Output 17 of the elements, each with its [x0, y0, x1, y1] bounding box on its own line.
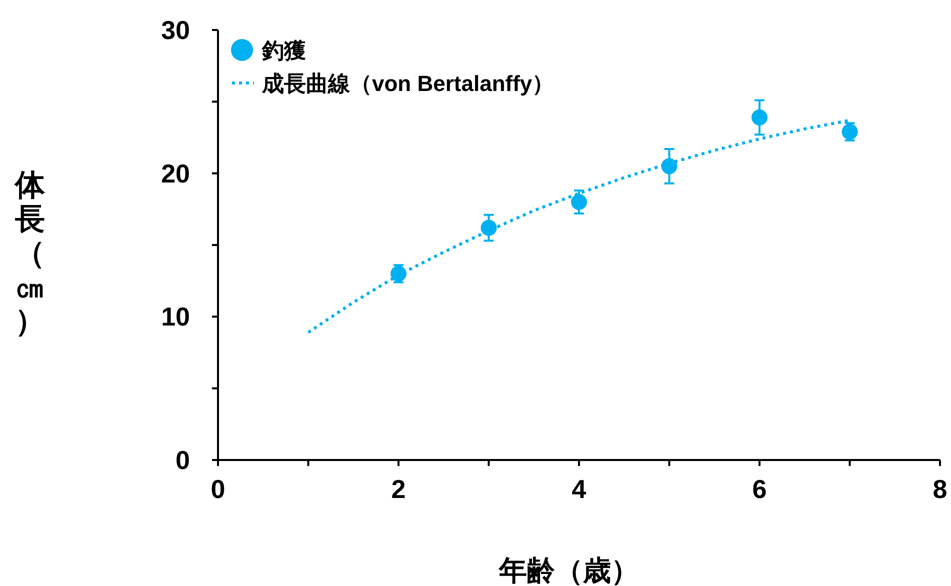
point: [752, 109, 768, 126]
x-tick-label: 4: [572, 474, 587, 504]
y-axis-title: 体長（㎝）: [15, 169, 45, 338]
legend-label: 釣獲: [261, 38, 306, 63]
y-tick-label: 20: [161, 158, 190, 188]
x-tick-label: 2: [391, 474, 406, 504]
x-tick-label: 8: [932, 474, 948, 504]
point: [661, 158, 678, 174]
point: [480, 220, 497, 236]
x-axis-title: 年齢（歳）: [498, 555, 639, 586]
y-tick-label: 10: [161, 302, 190, 332]
y-tick-label: 30: [161, 15, 190, 45]
x-tick-label: 0: [210, 474, 226, 504]
x-tick-label: 6: [752, 474, 767, 504]
y-tick-label: 0: [176, 445, 190, 475]
point: [571, 194, 587, 210]
legend-label: 成長曲線（von Bertalanffy）: [261, 71, 554, 96]
